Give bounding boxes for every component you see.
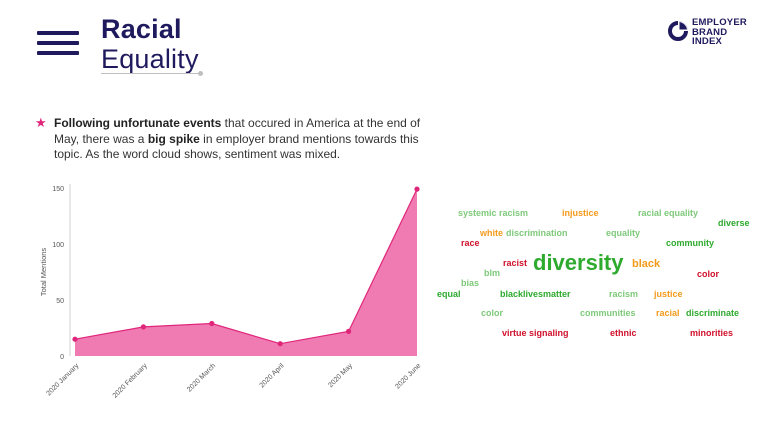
- data-point: [209, 320, 215, 327]
- logo-mark-icon: [668, 21, 688, 41]
- word-cloud-term: equal: [437, 289, 461, 299]
- x-tick-label: 2020 January: [45, 362, 80, 397]
- word-cloud-term: systemic racism: [458, 208, 529, 218]
- series-line: [74, 188, 418, 345]
- word-cloud-term: communities: [580, 308, 636, 318]
- x-tick-label: 2020 March: [186, 362, 217, 393]
- word-cloud-term: racism: [609, 289, 639, 299]
- data-point: [414, 186, 420, 192]
- word-cloud-term: blm: [484, 268, 501, 278]
- word-cloud-term: minorities: [690, 328, 734, 338]
- word-cloud-term: bias: [461, 278, 480, 288]
- summary-text-2: in employer brand mentions towards this …: [54, 131, 419, 162]
- word-cloud-term: injustice: [562, 208, 599, 218]
- word-cloud-term: white: [480, 228, 504, 238]
- word-cloud-term: color: [697, 269, 720, 279]
- summary-text: Following unfortunate events that occure…: [54, 116, 444, 163]
- word-cloud-term: equality: [606, 228, 641, 238]
- logo-line-3: INDEX: [692, 36, 723, 47]
- x-tick-label: 2020 February: [112, 362, 149, 399]
- y-tick-label: 100: [52, 242, 64, 249]
- data-point: [277, 341, 283, 347]
- word-cloud-term: ethnic: [610, 328, 637, 338]
- logo-line-2: BRAND: [692, 26, 728, 38]
- y-tick-label: 0: [60, 354, 64, 361]
- word-cloud-term: virtue signaling: [502, 328, 569, 338]
- summary-text-1: that occured in America at the end of Ma…: [54, 116, 421, 146]
- logo-line-1: EMPLOYER: [692, 17, 747, 28]
- word-cloud-term: diversity: [533, 250, 624, 275]
- y-tick-label: 150: [52, 186, 64, 193]
- y-tick-label: 50: [56, 298, 64, 305]
- mentions-area-chart: 0 50 100 150 Total Mentions 2020 January 2020 …: [39, 184, 422, 400]
- brand-logo: EMPLOYER BRAND INDEX: [667, 17, 747, 47]
- word-cloud-term: community: [666, 238, 715, 248]
- word-cloud-term: black: [632, 258, 661, 270]
- series-area: [75, 189, 417, 356]
- title-line-1: Racial: [101, 14, 182, 44]
- summary-bold-2: big spike: [147, 131, 200, 146]
- word-cloud-term: justice: [654, 289, 683, 299]
- word-cloud: systemic racism injustice racial equality d…: [430, 190, 760, 350]
- data-point: [346, 328, 352, 334]
- word-cloud-term: racial equality: [638, 208, 699, 218]
- word-cloud-term: discriminate: [686, 308, 740, 318]
- star-bullet-icon: ★: [35, 115, 47, 130]
- y-axis-label: Total Mentions: [39, 248, 48, 297]
- word-cloud-term: diverse: [718, 218, 750, 228]
- data-point: [72, 336, 78, 342]
- word-cloud-term: racist: [503, 258, 528, 268]
- x-tick-label: 2020 June: [394, 362, 422, 390]
- word-cloud-term: blacklivesmatter: [500, 289, 571, 299]
- word-cloud-term: color: [481, 308, 504, 318]
- logo-text: EMPLOYER BRAND INDEX: [692, 18, 747, 47]
- x-tick-label: 2020 May: [327, 362, 354, 389]
- word-cloud-term: race: [461, 238, 480, 248]
- summary-bold-1: Following unfortunate events: [54, 116, 222, 130]
- word-cloud-term: racial: [656, 308, 680, 318]
- page-title: Racial Equality: [101, 14, 199, 74]
- x-tick-label: 2020 April: [259, 362, 286, 389]
- data-point: [140, 324, 146, 330]
- title-line-2: Equality: [101, 44, 199, 74]
- title-divider: [101, 71, 203, 76]
- word-cloud-term: discrimination: [506, 228, 568, 238]
- menu-icon: [37, 25, 79, 59]
